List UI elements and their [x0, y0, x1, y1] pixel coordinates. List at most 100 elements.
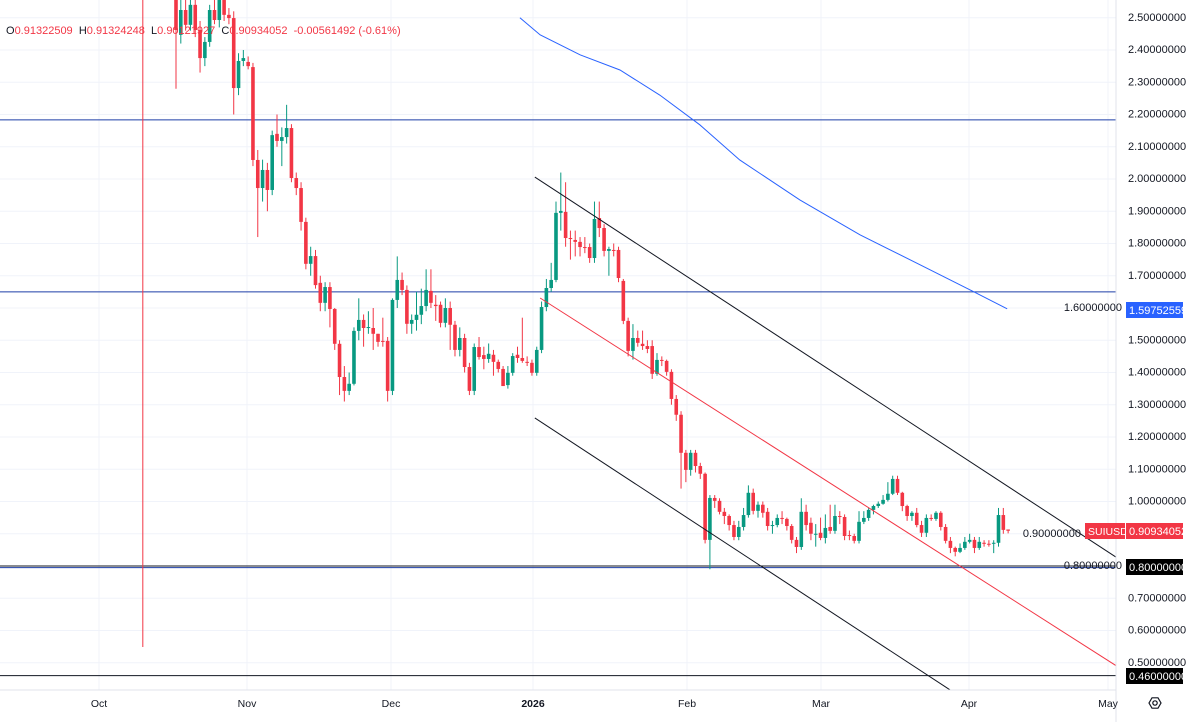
low-label: L — [151, 25, 158, 37]
time-axis[interactable]: Oct Nov Dec 2026 Feb Mar Apr May — [91, 698, 1119, 710]
candle-body — [987, 543, 991, 545]
candle-body — [837, 516, 842, 518]
candle-body — [722, 511, 727, 517]
candle-body — [804, 511, 808, 526]
candle-body — [549, 279, 553, 289]
candle-body — [385, 340, 390, 391]
candle-body — [597, 218, 602, 229]
candle — [809, 517, 813, 541]
candle — [515, 346, 520, 363]
channel-trend-line[interactable] — [534, 176, 1120, 560]
candle-body — [818, 532, 823, 538]
y-tick-label: 1.80000000 — [1128, 238, 1186, 250]
candle-body — [708, 497, 712, 540]
candle — [602, 224, 606, 257]
y-tick-label: 2.10000000 — [1128, 141, 1186, 153]
candle-body — [361, 319, 366, 328]
candle-body — [693, 452, 698, 467]
candle-body — [491, 354, 496, 362]
candle-body — [732, 525, 736, 537]
candle — [732, 520, 736, 541]
low-value: 0.90121927 — [157, 25, 216, 37]
candle-body — [886, 493, 890, 500]
change-value: -0.00561492 (-0.61%) — [293, 25, 401, 37]
open-value: 0.91322509 — [14, 25, 73, 37]
candle-body — [501, 368, 505, 387]
candle — [785, 517, 789, 531]
candle — [684, 449, 688, 483]
candle — [664, 359, 669, 376]
candle-body — [756, 504, 760, 511]
price-axis[interactable]: 2.50000000 2.40000000 2.30000000 2.20000000… — [1023, 12, 1186, 669]
candle-body — [684, 452, 688, 470]
candle-body — [520, 357, 525, 361]
gear-icon[interactable] — [1148, 697, 1162, 709]
candle-body — [977, 541, 982, 548]
high-label: H — [78, 25, 87, 37]
candle-body — [910, 512, 914, 517]
candle — [299, 182, 303, 231]
candle — [943, 524, 948, 544]
last-price-label: 0.90934052 — [1129, 526, 1187, 538]
candle-body — [871, 506, 876, 510]
channel-trend-line[interactable] — [534, 417, 951, 690]
candle — [813, 524, 818, 547]
candle-body — [607, 248, 611, 251]
candle-body — [799, 511, 804, 547]
candle — [376, 333, 380, 347]
candle-body — [914, 512, 919, 526]
y-tick-label: 1.70000000 — [1128, 270, 1186, 282]
candle-body — [332, 308, 337, 344]
candle-body — [554, 212, 558, 280]
candle-body — [852, 536, 857, 541]
candle — [304, 217, 308, 270]
candle-body — [381, 340, 385, 342]
candle-body — [544, 288, 549, 308]
candle — [203, 37, 207, 67]
candle-body — [433, 304, 438, 307]
candle — [1006, 529, 1010, 534]
candle-body — [534, 349, 539, 373]
candle — [347, 372, 351, 396]
y-tick-label: 1.30000000 — [1128, 399, 1186, 411]
candle — [275, 114, 279, 147]
candle-body — [770, 525, 775, 527]
candle — [780, 511, 784, 525]
x-tick-label: Dec — [382, 698, 401, 710]
candle-body — [934, 512, 938, 519]
candle — [491, 349, 496, 376]
candle-body — [967, 539, 972, 542]
candle — [385, 337, 390, 402]
candle — [443, 298, 448, 328]
candle-body — [356, 319, 361, 331]
candle — [280, 127, 284, 167]
candle-body — [510, 356, 515, 373]
channel-trend-line[interactable] — [539, 297, 1204, 722]
candle — [231, 11, 236, 115]
candle — [506, 366, 510, 389]
candle — [900, 491, 905, 512]
candle — [645, 340, 650, 354]
candle — [559, 172, 563, 231]
candle — [433, 295, 438, 321]
candle — [837, 511, 842, 525]
candle — [174, 0, 178, 89]
candle — [409, 314, 414, 334]
candle — [871, 504, 876, 515]
candle — [438, 301, 443, 328]
candle — [761, 501, 765, 518]
candle — [381, 317, 385, 347]
candle-body — [342, 377, 347, 391]
candle-body — [717, 500, 722, 512]
candle-body — [203, 41, 207, 59]
candle — [842, 514, 847, 541]
candle-body — [236, 60, 241, 89]
candle-body — [905, 506, 909, 517]
candle-body — [318, 282, 323, 303]
candle — [457, 327, 462, 357]
candle-body — [457, 337, 462, 350]
candle-body — [313, 256, 318, 286]
candle — [712, 495, 717, 508]
